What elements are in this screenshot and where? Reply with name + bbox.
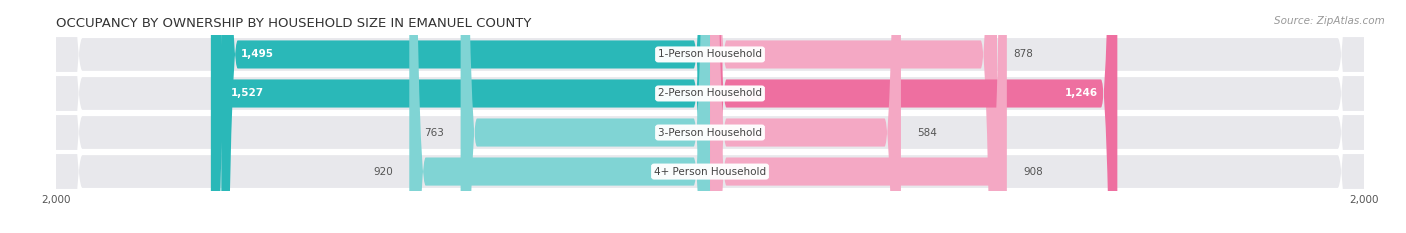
Text: 1-Person Household: 1-Person Household bbox=[658, 49, 762, 59]
Text: 763: 763 bbox=[425, 127, 444, 137]
FancyBboxPatch shape bbox=[710, 0, 1118, 233]
FancyBboxPatch shape bbox=[409, 0, 710, 233]
Text: 920: 920 bbox=[373, 167, 392, 177]
Text: 1,527: 1,527 bbox=[231, 89, 263, 99]
FancyBboxPatch shape bbox=[211, 0, 710, 233]
FancyBboxPatch shape bbox=[56, 0, 1364, 233]
Text: 584: 584 bbox=[917, 127, 938, 137]
FancyBboxPatch shape bbox=[56, 0, 1364, 233]
FancyBboxPatch shape bbox=[710, 0, 997, 233]
Text: 1,495: 1,495 bbox=[240, 49, 274, 59]
Text: 1,246: 1,246 bbox=[1064, 89, 1098, 99]
Text: 4+ Person Household: 4+ Person Household bbox=[654, 167, 766, 177]
Text: Source: ZipAtlas.com: Source: ZipAtlas.com bbox=[1274, 16, 1385, 26]
Text: OCCUPANCY BY OWNERSHIP BY HOUSEHOLD SIZE IN EMANUEL COUNTY: OCCUPANCY BY OWNERSHIP BY HOUSEHOLD SIZE… bbox=[56, 17, 531, 30]
FancyBboxPatch shape bbox=[56, 0, 1364, 233]
FancyBboxPatch shape bbox=[461, 0, 710, 233]
FancyBboxPatch shape bbox=[710, 0, 1007, 233]
FancyBboxPatch shape bbox=[710, 0, 901, 233]
Text: 2-Person Household: 2-Person Household bbox=[658, 89, 762, 99]
FancyBboxPatch shape bbox=[221, 0, 710, 233]
Text: 908: 908 bbox=[1024, 167, 1043, 177]
Text: 878: 878 bbox=[1014, 49, 1033, 59]
FancyBboxPatch shape bbox=[56, 0, 1364, 233]
Text: 3-Person Household: 3-Person Household bbox=[658, 127, 762, 137]
